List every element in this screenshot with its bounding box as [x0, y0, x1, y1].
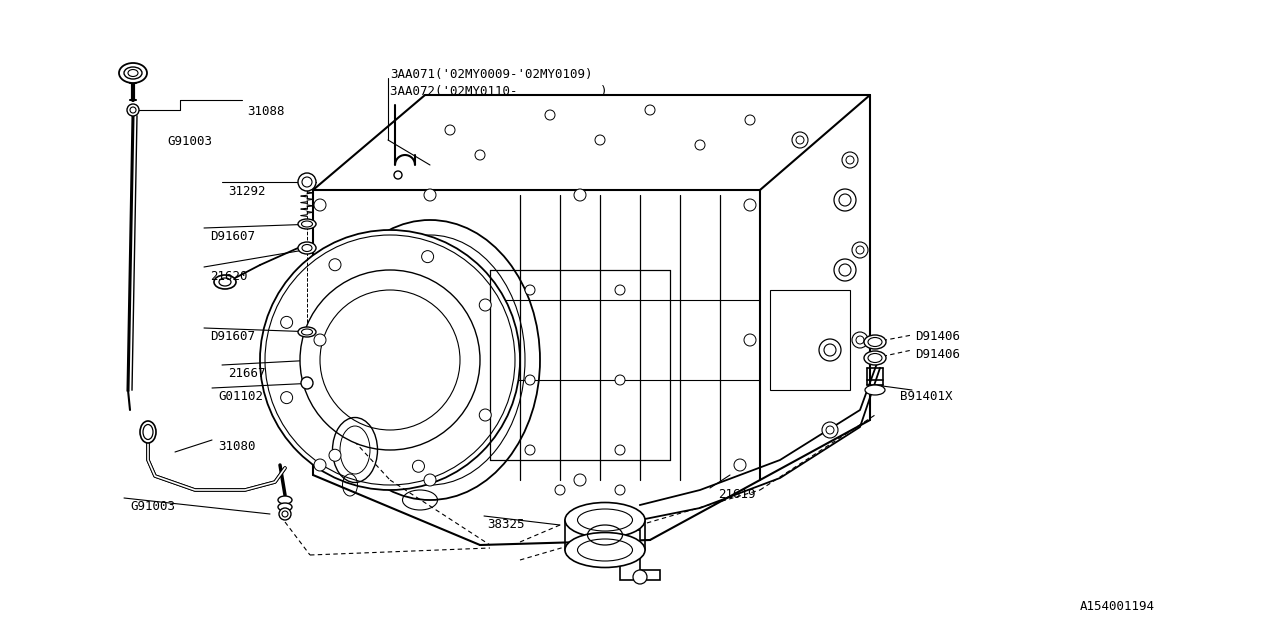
- Circle shape: [314, 199, 326, 211]
- Circle shape: [525, 285, 535, 295]
- Ellipse shape: [298, 242, 316, 254]
- Text: 31292: 31292: [228, 185, 265, 198]
- Text: D91607: D91607: [210, 230, 255, 243]
- Circle shape: [822, 422, 838, 438]
- Circle shape: [424, 189, 436, 201]
- Circle shape: [826, 426, 835, 434]
- Ellipse shape: [302, 329, 312, 335]
- Text: D91406: D91406: [915, 348, 960, 361]
- Text: 38325: 38325: [486, 518, 525, 531]
- Text: 3AA072('02MY0110-           ): 3AA072('02MY0110- ): [390, 85, 608, 98]
- Circle shape: [282, 511, 288, 517]
- Ellipse shape: [302, 221, 312, 227]
- Circle shape: [792, 132, 808, 148]
- Circle shape: [314, 459, 326, 471]
- Ellipse shape: [564, 502, 645, 538]
- Text: G01102: G01102: [218, 390, 262, 403]
- Circle shape: [131, 107, 136, 113]
- Text: 3AA071('02MY0009-'02MY0109): 3AA071('02MY0009-'02MY0109): [390, 68, 593, 81]
- Circle shape: [556, 485, 564, 495]
- Text: 21667: 21667: [228, 367, 265, 380]
- Ellipse shape: [214, 275, 236, 289]
- Text: 31088: 31088: [247, 105, 284, 118]
- Circle shape: [835, 259, 856, 281]
- Circle shape: [614, 445, 625, 455]
- Circle shape: [573, 474, 586, 486]
- Text: D91406: D91406: [915, 330, 960, 343]
- Ellipse shape: [864, 351, 886, 365]
- Circle shape: [127, 104, 140, 116]
- Circle shape: [842, 152, 858, 168]
- Circle shape: [835, 189, 856, 211]
- Circle shape: [796, 136, 804, 144]
- Ellipse shape: [564, 532, 645, 568]
- Text: B91401X: B91401X: [900, 390, 952, 403]
- Text: 31080: 31080: [218, 440, 256, 453]
- Circle shape: [394, 171, 402, 179]
- Circle shape: [614, 485, 625, 495]
- Circle shape: [838, 264, 851, 276]
- Circle shape: [614, 285, 625, 295]
- Circle shape: [846, 156, 854, 164]
- Ellipse shape: [868, 337, 882, 346]
- Circle shape: [614, 375, 625, 385]
- Circle shape: [733, 459, 746, 471]
- Circle shape: [745, 115, 755, 125]
- Ellipse shape: [298, 327, 316, 337]
- Circle shape: [300, 270, 480, 450]
- Circle shape: [545, 110, 556, 120]
- Circle shape: [320, 290, 460, 430]
- Circle shape: [298, 173, 316, 191]
- Circle shape: [479, 299, 492, 311]
- Ellipse shape: [140, 421, 156, 443]
- Circle shape: [824, 344, 836, 356]
- Circle shape: [260, 230, 520, 490]
- Polygon shape: [620, 530, 660, 580]
- Circle shape: [421, 251, 434, 262]
- Circle shape: [856, 336, 864, 344]
- Circle shape: [424, 474, 436, 486]
- Circle shape: [838, 194, 851, 206]
- Circle shape: [314, 334, 326, 346]
- Ellipse shape: [278, 496, 292, 504]
- Ellipse shape: [119, 63, 147, 83]
- Circle shape: [445, 125, 454, 135]
- Circle shape: [279, 508, 291, 520]
- Circle shape: [852, 332, 868, 348]
- Circle shape: [479, 409, 492, 421]
- Ellipse shape: [298, 219, 316, 229]
- Text: G91003: G91003: [131, 500, 175, 513]
- Ellipse shape: [864, 335, 886, 349]
- Circle shape: [280, 316, 293, 328]
- Circle shape: [301, 377, 314, 389]
- Ellipse shape: [278, 503, 292, 511]
- Ellipse shape: [865, 385, 884, 395]
- Circle shape: [595, 135, 605, 145]
- Text: 21619: 21619: [718, 488, 755, 501]
- Circle shape: [525, 445, 535, 455]
- Circle shape: [302, 177, 312, 187]
- Circle shape: [852, 242, 868, 258]
- Text: 21620: 21620: [210, 270, 247, 283]
- Circle shape: [634, 570, 646, 584]
- Circle shape: [573, 189, 586, 201]
- Circle shape: [329, 449, 340, 461]
- Circle shape: [525, 375, 535, 385]
- Circle shape: [329, 259, 340, 271]
- Circle shape: [856, 246, 864, 254]
- Circle shape: [819, 339, 841, 361]
- Circle shape: [744, 199, 756, 211]
- Circle shape: [645, 105, 655, 115]
- Text: G91003: G91003: [166, 135, 212, 148]
- Circle shape: [265, 235, 515, 485]
- Circle shape: [475, 150, 485, 160]
- Circle shape: [412, 460, 425, 472]
- Text: A154001194: A154001194: [1080, 600, 1155, 613]
- Circle shape: [695, 140, 705, 150]
- Text: D91607: D91607: [210, 330, 255, 343]
- Ellipse shape: [868, 353, 882, 362]
- Circle shape: [744, 334, 756, 346]
- Circle shape: [280, 392, 293, 404]
